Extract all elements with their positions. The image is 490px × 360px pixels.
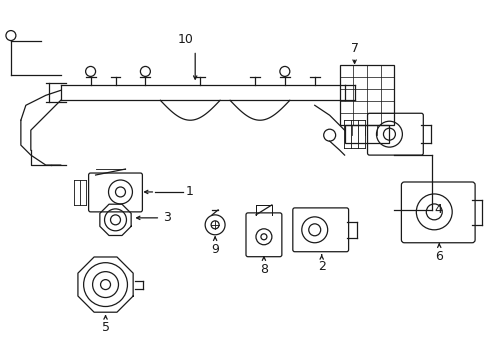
Text: 8: 8: [260, 263, 268, 276]
Text: 2: 2: [318, 260, 326, 273]
Text: 3: 3: [163, 211, 171, 224]
Text: 4: 4: [434, 203, 442, 216]
Bar: [340, 66, 394, 125]
Text: 9: 9: [211, 243, 219, 256]
Text: 1: 1: [185, 185, 193, 198]
Text: 10: 10: [177, 32, 193, 45]
Text: 5: 5: [101, 321, 110, 334]
Text: 6: 6: [435, 250, 443, 263]
Text: 7: 7: [350, 42, 359, 55]
Bar: [344, 125, 390, 143]
